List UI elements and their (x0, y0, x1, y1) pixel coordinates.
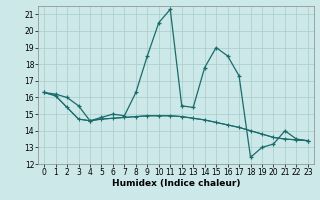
X-axis label: Humidex (Indice chaleur): Humidex (Indice chaleur) (112, 179, 240, 188)
